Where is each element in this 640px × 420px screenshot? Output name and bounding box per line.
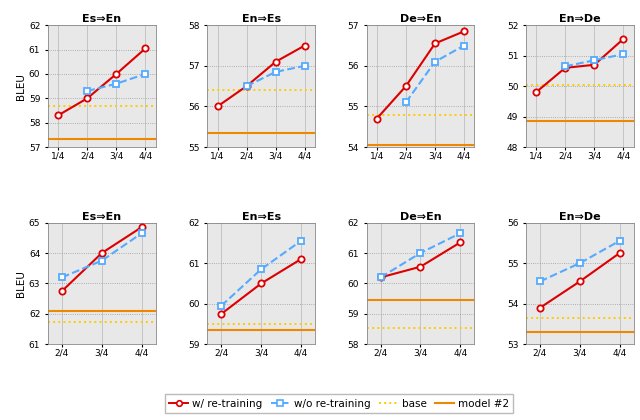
- Y-axis label: BLEU: BLEU: [16, 270, 26, 297]
- Title: En⇒Es: En⇒Es: [241, 212, 281, 222]
- Legend: w/ re-training, w/o re-training, base, model #2: w/ re-training, w/o re-training, base, m…: [165, 394, 513, 413]
- Title: Es⇒En: Es⇒En: [83, 14, 122, 24]
- Title: De⇒En: De⇒En: [399, 212, 441, 222]
- Title: De⇒En: De⇒En: [399, 14, 441, 24]
- Title: En⇒Es: En⇒Es: [241, 14, 281, 24]
- Y-axis label: BLEU: BLEU: [16, 73, 26, 100]
- Title: En⇒De: En⇒De: [559, 212, 600, 222]
- Title: Es⇒En: Es⇒En: [83, 212, 122, 222]
- Title: En⇒De: En⇒De: [559, 14, 600, 24]
